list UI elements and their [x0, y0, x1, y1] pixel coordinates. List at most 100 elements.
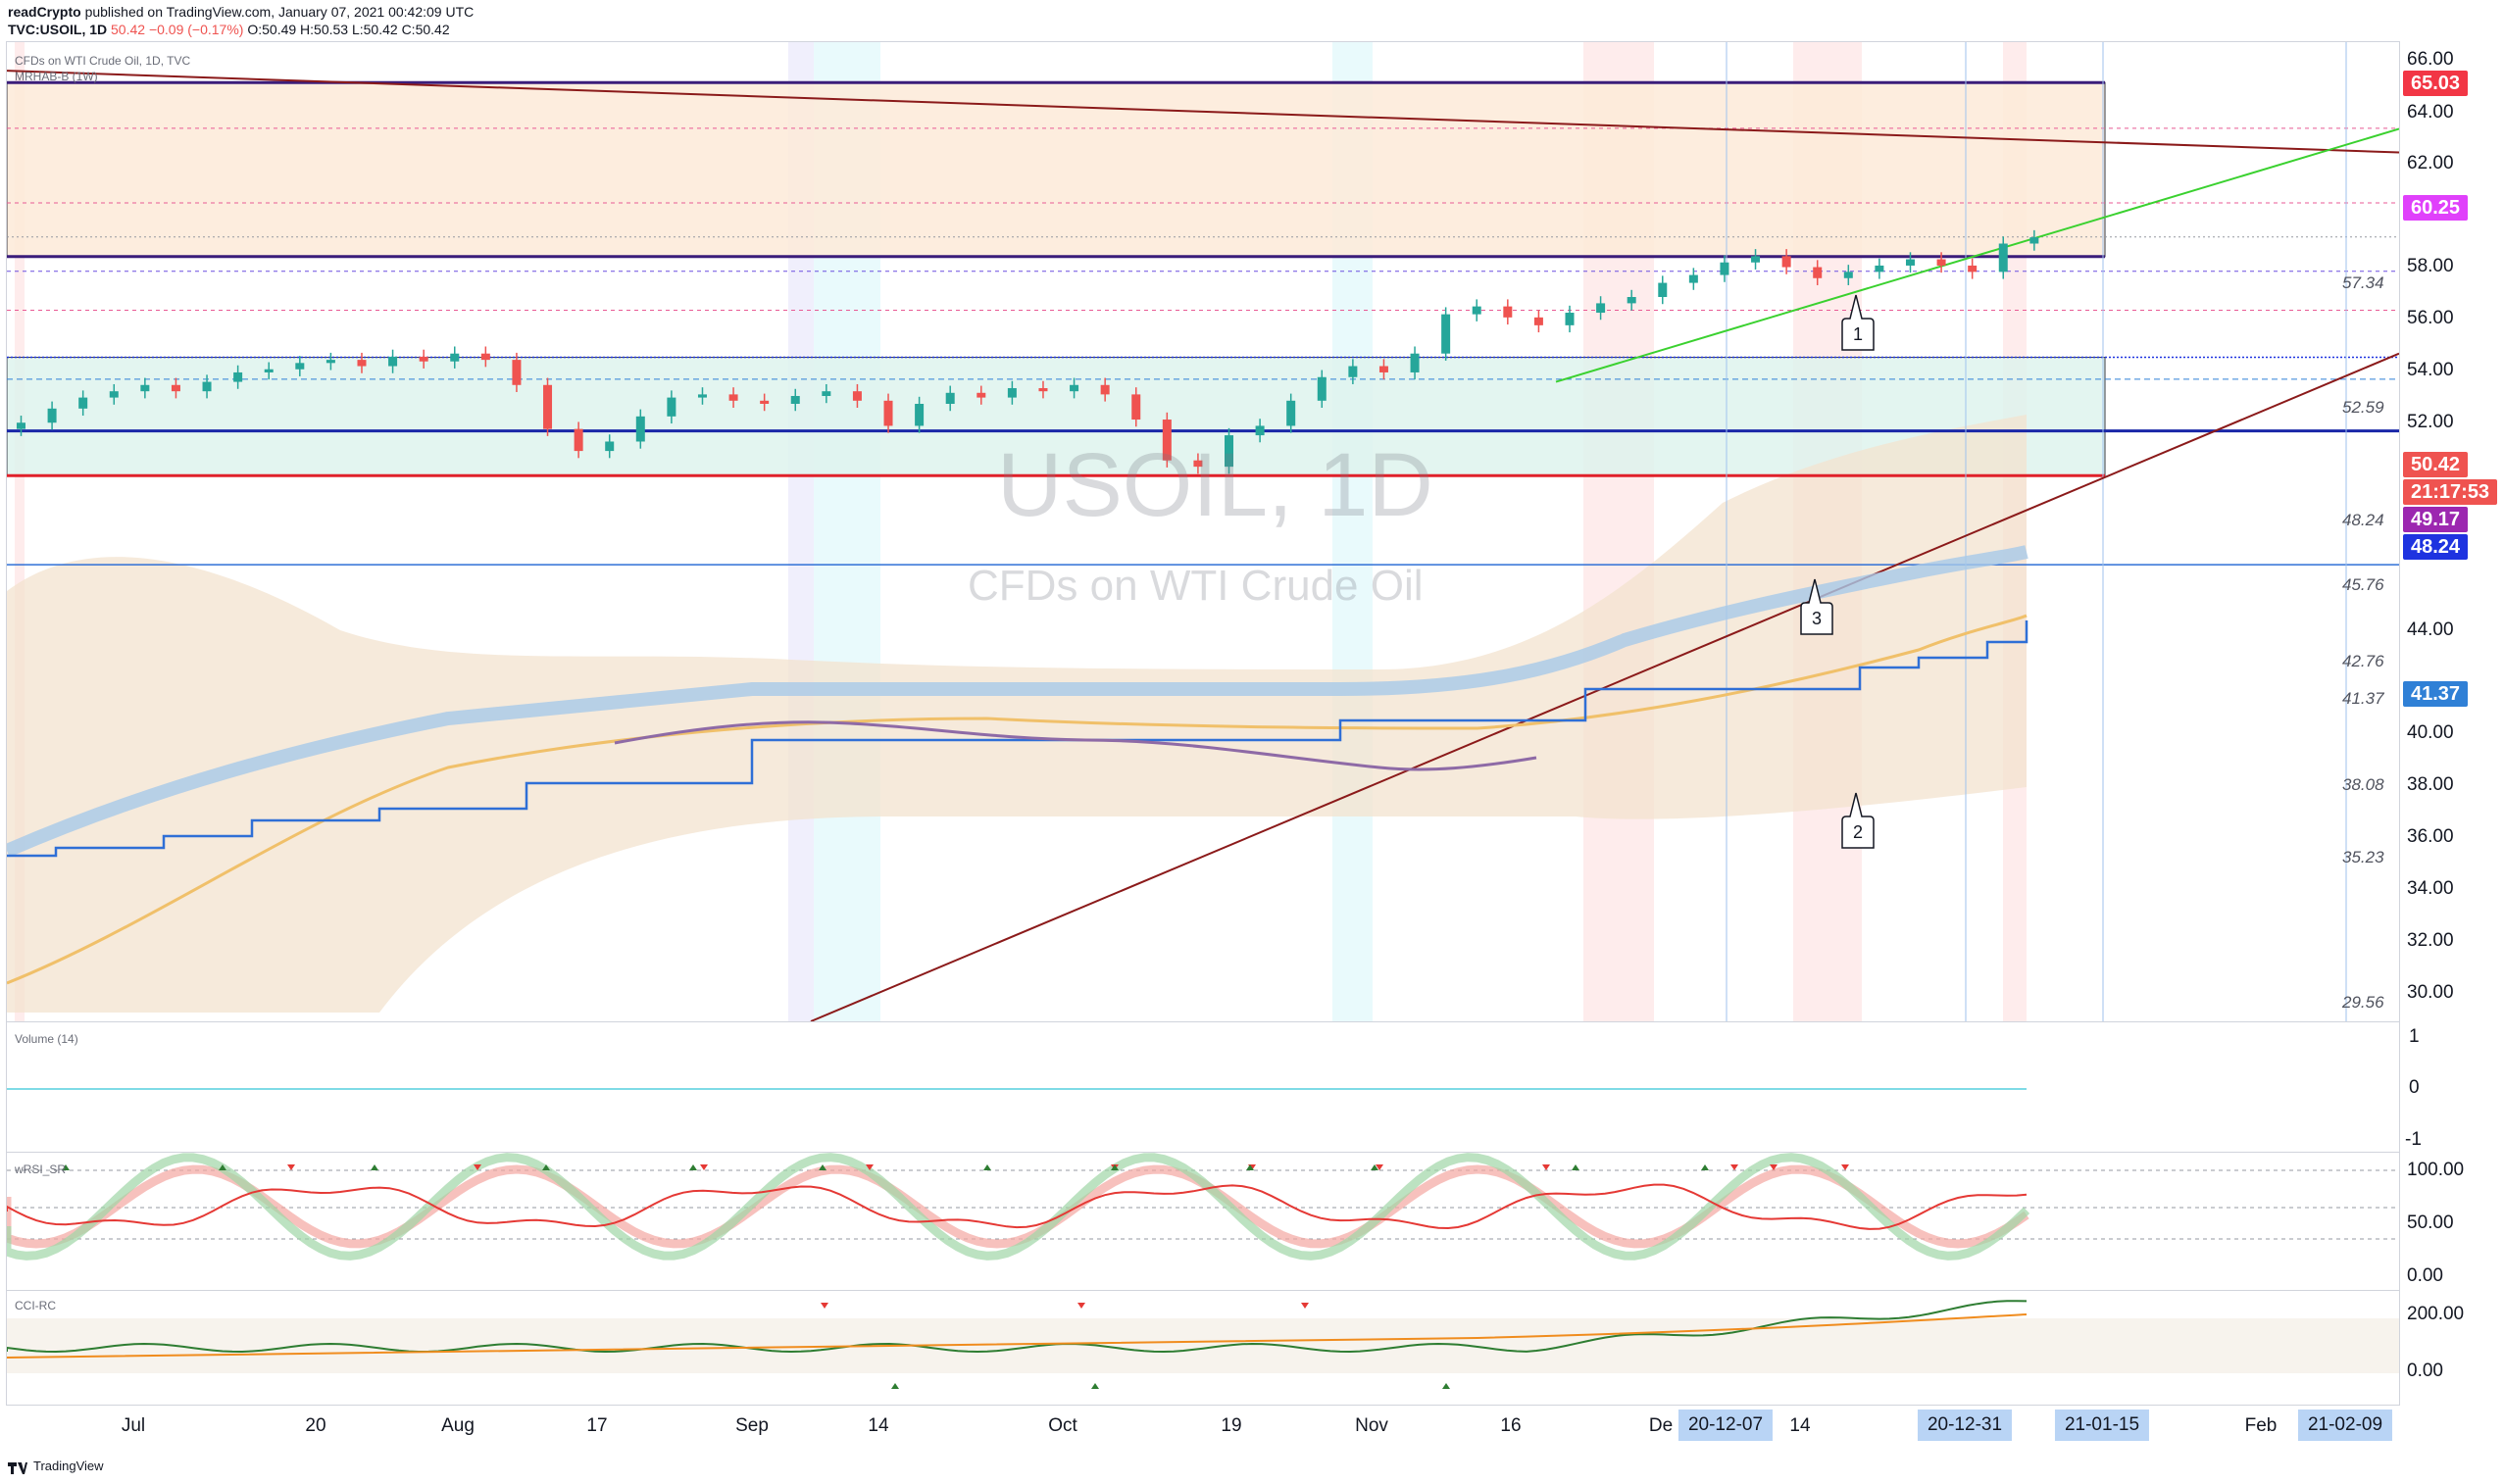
- candle-body: [1410, 353, 1420, 372]
- symbol-label[interactable]: TVC:USOIL, 1D: [8, 22, 108, 37]
- price-badge-magenta: 60.25: [2403, 195, 2469, 221]
- rsi-buy-marker: [819, 1164, 826, 1170]
- candle-body: [945, 392, 955, 405]
- time-tick: 14: [868, 1415, 889, 1436]
- level-label: 42.76: [2342, 652, 2384, 670]
- candle-body: [728, 394, 738, 401]
- rsi-title[interactable]: wRSI_SR: [15, 1162, 67, 1176]
- candle-body: [1225, 435, 1234, 468]
- time-tick: 17: [586, 1415, 608, 1436]
- callout-annotation-3: 3: [1800, 578, 1833, 635]
- candle-body: [1968, 265, 1978, 272]
- rsi-tick: 0.00: [2407, 1265, 2443, 1286]
- price-tick: 34.00: [2407, 878, 2454, 899]
- volume-tick: 1: [2409, 1026, 2420, 1047]
- candle-body: [1378, 366, 1388, 372]
- volume-axis[interactable]: 1 0 -1: [2399, 1021, 2504, 1151]
- callout-annotation-2: 2: [1841, 792, 1875, 849]
- callout-label: 2: [1853, 822, 1863, 842]
- rsi-sell-marker: [1542, 1164, 1550, 1170]
- cci-tick: 200.00: [2407, 1304, 2465, 1324]
- candle-body: [1317, 376, 1327, 401]
- candle-body: [1843, 272, 1853, 278]
- candle-body: [1533, 317, 1543, 325]
- rsi-sell-marker: [700, 1164, 708, 1170]
- price-tick: 32.00: [2407, 930, 2454, 951]
- countdown-badge: 21:17:53: [2403, 479, 2498, 505]
- rsi-sell-marker: [474, 1164, 481, 1170]
- callout-shape: [1841, 792, 1875, 849]
- rsi-tick: 50.00: [2407, 1212, 2454, 1233]
- candle-body: [915, 404, 925, 426]
- candle-body: [1503, 306, 1513, 318]
- candle-body: [1627, 297, 1636, 304]
- callout-annotation-1: 1: [1841, 294, 1875, 351]
- candle-body: [574, 428, 583, 452]
- candle-body: [419, 356, 428, 362]
- indicator-label[interactable]: MRHAB-B (1W): [15, 70, 98, 83]
- candle-body: [883, 400, 893, 426]
- candle-body: [233, 371, 243, 382]
- price-tick: 64.00: [2407, 102, 2454, 123]
- rsi-buy-marker: [1371, 1164, 1378, 1170]
- time-axis[interactable]: Jul 20 Aug 17 Sep 14 Oct 19 Nov 16 De 14…: [6, 1404, 2398, 1443]
- time-tick: De: [1648, 1415, 1674, 1436]
- ichimoku-cloud: [7, 415, 2027, 1013]
- rsi-signal-line: [7, 1183, 2028, 1230]
- rsi-axis[interactable]: 100.00 50.00 0.00: [2399, 1152, 2504, 1289]
- cci-axis[interactable]: 200.00 0.00: [2399, 1290, 2504, 1404]
- time-tick: Oct: [1048, 1415, 1077, 1436]
- candle-body: [1255, 425, 1265, 436]
- candle-body: [1658, 282, 1668, 298]
- uptrend-line: [810, 352, 2399, 1021]
- candle-body: [667, 397, 676, 417]
- volume-title[interactable]: Volume (14): [15, 1032, 78, 1046]
- price-tick: 40.00: [2407, 722, 2454, 743]
- published-text: published on TradingView.com, January 07…: [84, 4, 475, 20]
- cci-title[interactable]: CCI-RC: [15, 1299, 56, 1312]
- candle-body: [450, 353, 460, 362]
- candle-body: [1596, 303, 1606, 314]
- price-tick: 44.00: [2407, 619, 2454, 640]
- candle-body: [78, 397, 88, 409]
- candle-body: [977, 392, 986, 398]
- cci-canvas: [7, 1300, 2399, 1389]
- rsi-pane[interactable]: wRSI_SR: [6, 1152, 2400, 1291]
- rsi-oscillator-red: [7, 1164, 2029, 1249]
- price-badge-blue: 48.24: [2403, 534, 2469, 560]
- time-tick: Aug: [441, 1415, 475, 1436]
- candle-body: [1875, 265, 1884, 272]
- cci-sell-marker: [1077, 1303, 1085, 1309]
- candle-body: [1720, 262, 1729, 275]
- candle-body: [326, 360, 335, 364]
- price-pane[interactable]: 1 2 3 USOIL, 1D CFDs on WTI Crude Oil CFDs…: [6, 41, 2400, 1022]
- rsi-buy-marker: [219, 1164, 226, 1170]
- cci-pane[interactable]: CCI-RC: [6, 1290, 2400, 1406]
- candle-body: [264, 369, 274, 372]
- date-badge: 21-01-15: [2054, 1410, 2150, 1441]
- candle-body: [1131, 394, 1141, 420]
- date-badge: 21-02-09: [2297, 1410, 2393, 1441]
- footer-brand[interactable]: TradingView: [8, 1459, 104, 1474]
- level-label: 29.56: [2342, 993, 2384, 1012]
- candle-body: [357, 360, 367, 367]
- candle-body: [47, 408, 57, 423]
- time-tick: Sep: [735, 1415, 769, 1436]
- rsi-buy-marker: [542, 1164, 550, 1170]
- rsi-buy-marker: [1111, 1164, 1119, 1170]
- volume-pane[interactable]: Volume (14): [6, 1021, 2400, 1153]
- rsi-oscillator-green: [7, 1153, 2030, 1261]
- main-pane-title[interactable]: CFDs on WTI Crude Oil, 1D, TVC: [15, 54, 191, 68]
- step-line: [7, 620, 2028, 858]
- candle-body: [1905, 259, 1915, 266]
- candle-body: [1813, 267, 1823, 278]
- callout-shape: [1841, 294, 1875, 351]
- author-name[interactable]: readCrypto: [8, 4, 81, 20]
- candle-body: [295, 363, 305, 370]
- level-label: 41.37: [2342, 689, 2384, 708]
- level-label: 38.08: [2342, 775, 2384, 794]
- candle-body: [2029, 237, 2039, 244]
- price-tick: 36.00: [2407, 826, 2454, 847]
- price-axis[interactable]: 66.00 64.00 62.00 58.00 56.00 54.00 52.0…: [2399, 41, 2504, 1020]
- price-tick: 66.00: [2407, 49, 2454, 70]
